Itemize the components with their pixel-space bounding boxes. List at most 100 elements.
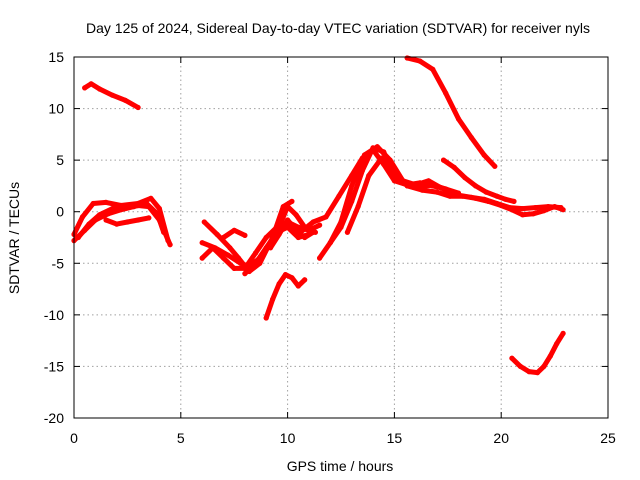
data-point [109,206,115,212]
data-point [75,234,81,241]
data-point [443,90,449,96]
data-point [122,204,128,210]
data-point [90,200,96,207]
y-tick-label: 5 [56,152,64,168]
data-point [295,234,301,241]
data-point [355,204,361,210]
data-point [374,144,380,150]
y-tick-label: 15 [48,49,64,65]
x-axis-label: GPS time / hours [287,458,394,474]
data-point [156,217,162,223]
data-point [509,355,515,361]
data-point [327,240,333,246]
data-point [404,183,410,189]
data-point [462,175,468,181]
data-point [344,229,350,235]
data-point [270,296,276,302]
data-point [317,255,323,261]
data-point [494,193,500,199]
data-point [156,206,162,212]
data-point [517,363,524,369]
data-point [349,183,355,189]
data-point [440,157,447,163]
data-point [460,193,466,199]
data-point [366,173,372,179]
data-point [212,245,218,251]
data-point [167,242,173,248]
data-point [498,202,504,209]
data-point [263,234,269,241]
data-point [447,193,453,199]
y-tick-label: -15 [44,358,64,374]
data-point [285,224,291,230]
data-point [485,198,491,204]
data-point [97,86,103,92]
x-tick-label: 10 [280,430,296,446]
data-point [276,281,282,287]
data-point [146,215,152,221]
data-point [103,217,109,223]
grid-layer [74,57,608,418]
data-point [114,221,120,227]
y-tick-label: -5 [52,255,65,271]
data-point [349,198,355,204]
data-point [135,217,141,223]
y-tick-label: -10 [44,307,64,323]
data-point [88,81,94,87]
data-point [289,198,295,204]
data-point [509,207,515,213]
data-point [280,204,286,210]
data-point [511,198,517,204]
data-point [86,221,92,227]
data-point [404,55,410,61]
data-point [199,240,205,246]
x-tick-label: 15 [387,430,403,446]
data-point [231,227,237,233]
data-point [438,185,444,191]
data-point [530,211,536,217]
data-point [455,116,462,122]
data-point [220,234,227,241]
data-point [534,370,541,376]
data-point [361,152,368,158]
data-point [434,189,440,195]
data-point [235,255,242,261]
data-point [109,92,115,98]
data-point [552,204,558,210]
data-point [468,134,474,141]
data-point [426,178,432,184]
data-point [135,202,141,209]
data-point [282,272,289,278]
data-point [220,255,227,261]
data-point [242,232,248,238]
y-axis-label: SDTVAR / TECUs [6,182,22,294]
data-point [199,255,205,261]
data-point [451,164,457,170]
data-point [146,204,152,210]
data-point [338,219,344,225]
data-point [554,341,560,347]
data-point [541,363,547,369]
chart-title: Day 125 of 2024, Sidereal Day-to-day VTE… [86,20,590,36]
data-point [323,214,329,220]
x-tick-label: 20 [493,430,509,446]
plot-frame [73,56,609,419]
data-point [483,189,489,195]
data-point [263,245,269,251]
y-tick-label: -20 [44,410,64,426]
data-point [419,187,425,193]
data-point [391,167,397,174]
data-point [122,97,128,103]
y-tick-label: 0 [56,204,64,220]
data-point [520,206,526,212]
data-point [225,252,231,258]
data-point [473,183,479,189]
x-tick-label: 25 [600,430,616,446]
data-point [560,207,566,213]
tick-layer: 0 5 10 15 20 25 -20 -15 -10 -5 0 5 10 15 [44,49,616,446]
x-tick-label: 0 [70,430,78,446]
data-point [417,58,423,64]
data-point [274,229,280,235]
